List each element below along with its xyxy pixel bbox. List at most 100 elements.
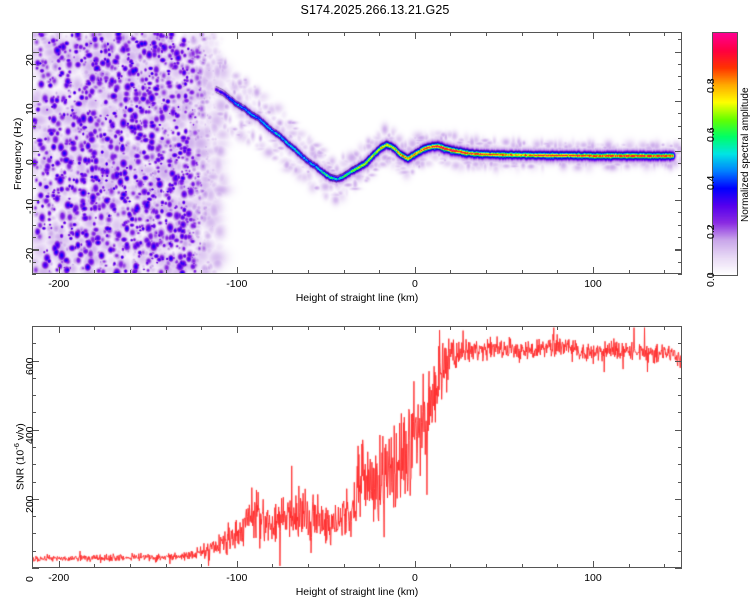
x-minor-tick — [94, 270, 96, 274]
y-tick-label: 20 — [24, 54, 36, 66]
x-major-tick-top — [414, 326, 417, 333]
x-tick-label: 100 — [584, 572, 602, 584]
y-minor-tick-right — [678, 343, 682, 345]
x-minor-tick-top — [664, 32, 666, 36]
y-tick-label: 200 — [24, 495, 36, 513]
spectrogram-axes-frame — [32, 32, 682, 274]
y-minor-tick — [32, 550, 36, 552]
y-major-tick-right — [675, 199, 682, 202]
y-minor-tick-right — [678, 125, 682, 127]
x-minor-tick-top — [557, 32, 559, 36]
y-minor-tick — [32, 261, 36, 263]
x-major-tick — [414, 267, 417, 274]
x-minor-tick-top — [450, 32, 452, 36]
x-major-tick-top — [58, 326, 60, 333]
x-minor-tick — [521, 270, 523, 274]
y-tick-label: 0 — [24, 576, 36, 582]
y-tick-label: 600 — [24, 357, 36, 375]
y-minor-tick-right — [678, 395, 682, 397]
y-minor-tick-right — [678, 138, 682, 140]
y-minor-tick-right — [678, 377, 682, 379]
y-minor-tick — [32, 64, 36, 66]
colorbar-tick-label: 0.2 — [705, 223, 717, 239]
y-minor-tick — [32, 187, 36, 189]
y-tick-label: 0 — [24, 158, 36, 165]
x-minor-tick-top — [308, 326, 310, 330]
spectrogram-ylabel: Frequency (Hz) — [12, 117, 24, 190]
colorbar-tick — [708, 128, 712, 130]
x-minor-tick-top — [308, 32, 310, 36]
x-minor-tick — [557, 270, 559, 274]
x-minor-tick — [379, 564, 381, 568]
snr-panel — [32, 326, 682, 568]
colorbar-gradient — [712, 32, 738, 276]
spectrogram-image — [33, 33, 681, 273]
y-minor-tick-right — [678, 236, 682, 238]
y-minor-tick-right — [678, 481, 682, 483]
x-minor-tick-top — [628, 326, 630, 330]
x-minor-tick — [308, 270, 310, 274]
x-tick-label: -100 — [226, 278, 248, 290]
y-major-tick-right — [675, 360, 682, 362]
y-minor-tick-right — [678, 412, 682, 414]
x-minor-tick-top — [94, 326, 96, 330]
x-minor-tick — [557, 564, 559, 568]
x-minor-tick-top — [272, 32, 274, 36]
x-minor-tick — [450, 564, 452, 568]
x-minor-tick — [486, 270, 488, 274]
y-minor-tick-right — [678, 113, 682, 115]
x-minor-tick — [486, 564, 488, 568]
x-minor-tick-top — [129, 326, 131, 330]
x-minor-tick-top — [486, 32, 488, 36]
snr-ylabel: SNR (10-6 v/v) — [12, 423, 27, 490]
y-minor-tick — [32, 412, 36, 414]
y-tick-label: 10 — [24, 103, 36, 116]
x-minor-tick — [628, 564, 630, 568]
snr-ylabel-base: SNR (10 — [14, 449, 27, 490]
colorbar-tick-label: 0.4 — [705, 175, 717, 191]
x-minor-tick-top — [450, 326, 452, 330]
x-major-tick — [236, 267, 239, 274]
y-major-tick-right — [675, 429, 682, 431]
y-minor-tick — [32, 533, 36, 535]
y-major-tick — [32, 429, 39, 431]
y-minor-tick — [32, 224, 36, 226]
x-minor-tick-top — [379, 32, 381, 36]
y-tick-label: -10 — [24, 198, 36, 214]
x-minor-tick — [165, 270, 167, 274]
y-minor-tick — [32, 516, 36, 518]
y-minor-tick — [32, 326, 36, 327]
y-minor-tick-right — [678, 187, 682, 189]
y-minor-tick-right — [678, 464, 682, 466]
x-minor-tick-top — [664, 326, 666, 330]
y-minor-tick — [32, 76, 36, 78]
x-minor-tick-top — [557, 326, 559, 330]
y-minor-tick-right — [678, 88, 682, 90]
y-minor-tick-right — [678, 516, 682, 518]
y-tick-label: -20 — [24, 248, 36, 264]
x-major-tick — [236, 561, 239, 568]
y-minor-tick — [32, 162, 36, 164]
y-major-tick — [32, 360, 39, 362]
colorbar-tick-label: 0.8 — [705, 78, 717, 94]
y-minor-tick — [32, 138, 36, 140]
y-minor-tick — [32, 481, 36, 483]
colorbar-tick — [708, 274, 712, 275]
y-major-tick-right — [675, 150, 682, 152]
y-major-tick — [32, 101, 39, 103]
colorbar-panel — [712, 32, 738, 276]
x-minor-tick-top — [272, 326, 274, 330]
x-major-tick-top — [236, 326, 239, 333]
snr-trace — [33, 327, 681, 567]
x-major-tick-top — [58, 32, 60, 39]
x-minor-tick-top — [521, 326, 523, 330]
x-minor-tick — [343, 270, 345, 274]
x-tick-label: -200 — [48, 572, 70, 584]
x-minor-tick — [201, 270, 203, 274]
y-minor-tick-right — [678, 175, 682, 177]
y-minor-tick — [32, 175, 36, 177]
x-minor-tick-top — [343, 326, 345, 330]
x-minor-tick — [450, 270, 452, 274]
x-major-tick — [592, 561, 595, 568]
colorbar-tick — [708, 225, 712, 227]
